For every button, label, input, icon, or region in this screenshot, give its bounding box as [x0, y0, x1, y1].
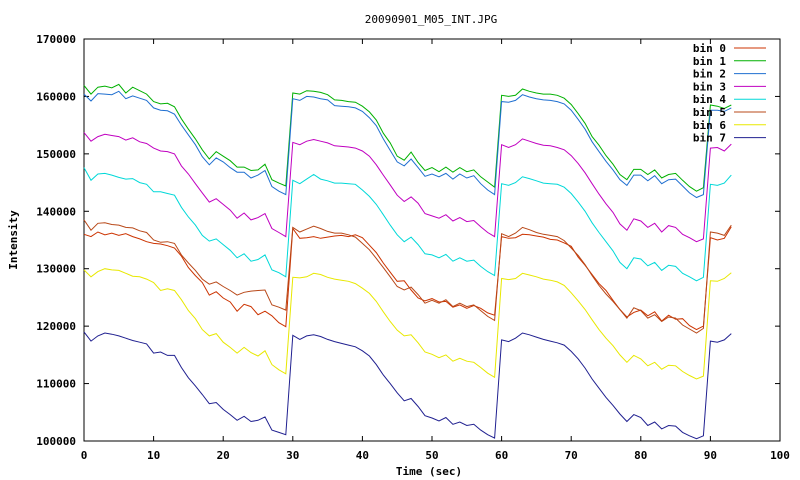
legend-label: bin 6: [693, 119, 726, 132]
series-line-bin-5: [83, 219, 732, 334]
plot-frame: [83, 38, 781, 442]
legend-label: bin 0: [693, 42, 726, 55]
series-line-bin-6: [83, 268, 732, 380]
series-line-bin-2: [83, 90, 732, 199]
x-tick-label: 50: [425, 449, 438, 462]
x-tick-label: 80: [634, 449, 647, 462]
series-line-bin-4: [83, 167, 732, 282]
legend-label: bin 4: [693, 93, 726, 106]
x-tick-label: 90: [704, 449, 717, 462]
y-tick-label: 150000: [36, 148, 76, 161]
y-tick-label: 140000: [36, 205, 76, 218]
x-tick-label: 20: [217, 449, 230, 462]
y-tick-label: 110000: [36, 378, 76, 391]
y-tick-label: 100000: [36, 435, 76, 448]
x-tick-label: 30: [286, 449, 299, 462]
x-tick-label: 100: [770, 449, 790, 462]
legend-label: bin 7: [693, 132, 726, 145]
x-axis-label: Time (sec): [396, 465, 462, 478]
legend-label: bin 2: [693, 68, 726, 81]
y-axis-label: Intensity: [7, 210, 20, 270]
series-lines: [83, 83, 732, 440]
x-tick-label: 60: [495, 449, 508, 462]
y-tick-label: 130000: [36, 263, 76, 276]
y-tick-label: 170000: [36, 33, 76, 46]
y-tick-label: 160000: [36, 90, 76, 103]
legend-label: bin 3: [693, 80, 726, 93]
legend-label: bin 5: [693, 106, 726, 119]
axis-ticks: 0 10 20 30 40 50 60 70 80 90 100 100000 110000 120000…: [36, 33, 790, 462]
series-line-bin-1: [83, 83, 732, 192]
series-line-bin-0: [83, 226, 732, 331]
legend-label: bin 1: [693, 55, 726, 68]
y-tick-label: 120000: [36, 320, 76, 333]
x-tick-label: 40: [356, 449, 369, 462]
x-tick-label: 0: [81, 449, 88, 462]
x-tick-label: 70: [565, 449, 578, 462]
x-tick-label: 10: [147, 449, 160, 462]
series-line-bin-7: [83, 331, 732, 440]
chart-title: 20090901_M05_INT.JPG: [365, 13, 497, 26]
series-line-bin-3: [83, 132, 732, 243]
